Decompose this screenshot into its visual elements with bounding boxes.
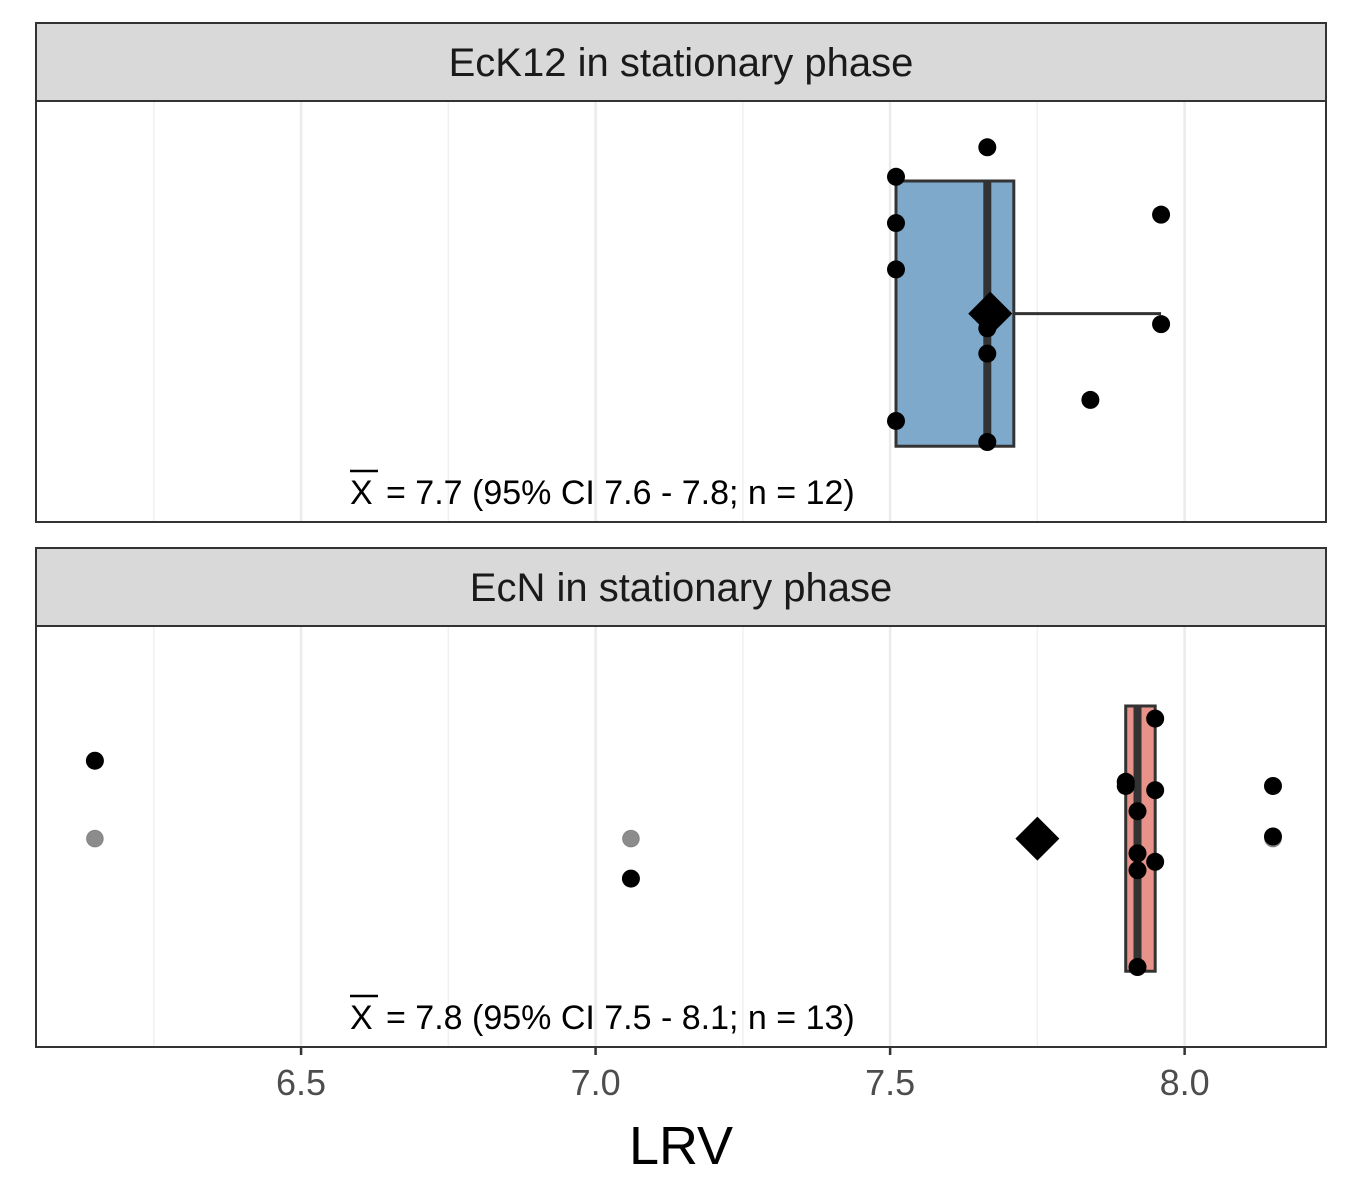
data-point [887,167,905,186]
data-point [887,214,905,233]
data-point [1128,958,1147,977]
panel-border [35,625,1327,1048]
data-point [85,751,104,770]
data-point [1128,802,1147,821]
data-point [1081,390,1100,409]
strip-background [35,22,1327,102]
panel-background [36,101,1326,522]
outlier-point [621,829,640,848]
panel-title: EcK12 in stationary phase [449,41,914,85]
panel-border [35,100,1327,523]
data-point [1263,827,1282,846]
data-point [1146,852,1165,871]
data-point [1116,772,1135,791]
data-point [978,138,997,157]
data-point [978,344,997,363]
data-point [887,411,905,430]
x-axis-title: LRV [629,1116,733,1176]
panel-1: EcK12 in stationary phase X = 7.7 (95% CI … [35,22,1327,523]
x-tick-label: 7.0 [571,1062,621,1103]
annotation-symbol: X [350,999,373,1037]
x-tick-label: 7.5 [865,1062,915,1103]
data-point [1128,861,1147,880]
annotation-symbol: X [350,474,373,512]
mean-marker [968,291,1013,336]
data-point [1152,205,1171,224]
panel-background [36,626,1326,1047]
data-point [621,869,640,888]
strip-background [35,547,1327,627]
data-point [978,433,997,452]
outlier-point [85,829,104,848]
data-point [887,260,905,279]
annotation-text: = 7.7 (95% CI 7.6 - 7.8; n = 12) [386,474,855,512]
panel-title: EcN in stationary phase [470,566,892,610]
panel-2: EcN in stationary phase X = 7.8 (95% CI 7.… [35,547,1327,1048]
x-tick-label: 8.0 [1160,1062,1210,1103]
data-point [1146,781,1165,800]
x-tick-label: 6.5 [276,1062,326,1103]
data-point [1152,315,1171,334]
annotation-text: = 7.8 (95% CI 7.5 - 8.1; n = 13) [386,999,855,1037]
data-point [1263,776,1282,795]
data-point [1146,709,1165,728]
data-point [1128,844,1147,863]
mean-marker [1015,816,1060,861]
